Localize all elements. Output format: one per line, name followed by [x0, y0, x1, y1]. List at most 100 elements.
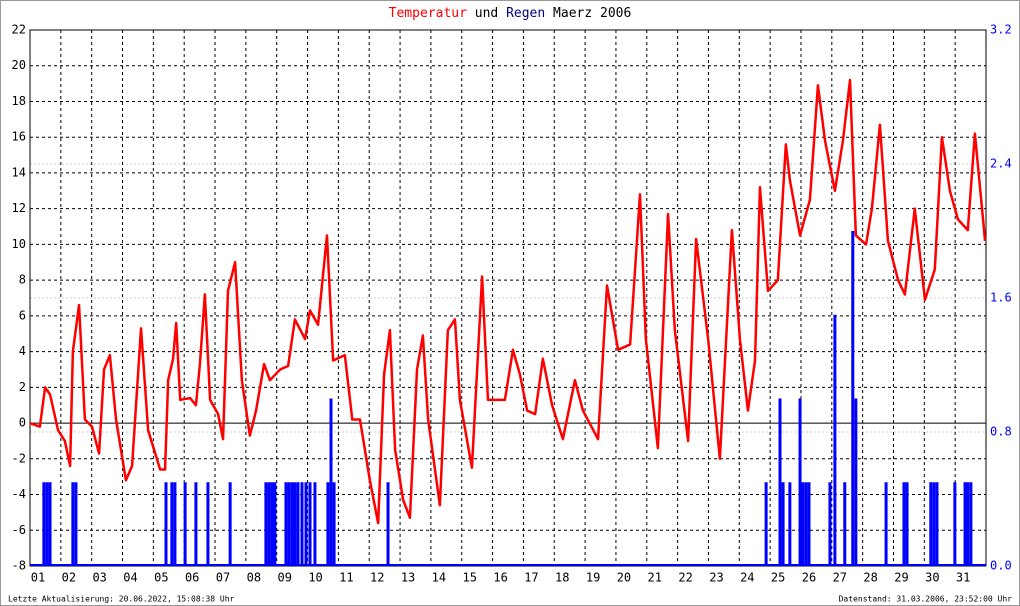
rain-bar — [807, 482, 811, 566]
y-tick-label: 2 — [19, 380, 26, 394]
x-tick-label: 22 — [678, 571, 692, 585]
rain-bar — [969, 482, 973, 566]
rain-bar — [905, 482, 909, 566]
x-tick-label: 07 — [216, 571, 230, 585]
rain-bar — [843, 482, 847, 566]
x-tick-label: 06 — [185, 571, 199, 585]
x-tick-label: 27 — [833, 571, 847, 585]
rain-bar — [801, 482, 805, 566]
y-tick-label: 22 — [12, 23, 26, 37]
rain-bar — [183, 482, 187, 566]
rain-bar — [304, 482, 308, 566]
rain-bar — [828, 482, 832, 566]
rain-bar — [264, 482, 268, 566]
y-tick-label: 0 — [19, 416, 26, 430]
y-tick-label: 8 — [19, 273, 26, 287]
rain-bar — [851, 231, 855, 566]
y-tick-label: 14 — [12, 165, 26, 179]
rain-bar — [764, 482, 768, 566]
x-tick-label: 09 — [277, 571, 291, 585]
x-tick-label: 12 — [370, 571, 384, 585]
rain-bar — [332, 482, 336, 566]
y-tick-label: -8 — [12, 559, 26, 573]
x-tick-label: 29 — [894, 571, 908, 585]
rain-bar — [902, 482, 906, 566]
chart-title: Temperatur und Regen Maerz 2006 — [389, 6, 632, 21]
rain-bar — [833, 314, 837, 566]
y-tick-label: 4 — [19, 344, 26, 358]
rain-bar — [284, 482, 288, 566]
rain-bar — [798, 398, 802, 566]
temperature-line — [29, 78, 987, 525]
x-tick-label: 26 — [802, 571, 816, 585]
rain-bar — [778, 398, 782, 566]
y-tick-label: -6 — [12, 523, 26, 537]
rain-bar — [929, 482, 933, 566]
x-tick-label: 23 — [709, 571, 723, 585]
footer-left: Letzte Aktualisierung: 20.06.2022, 15:08… — [8, 595, 235, 604]
y2-tick-label: 0.8 — [990, 425, 1012, 439]
title-temp: Temperatur — [389, 6, 467, 21]
x-tick-label: 17 — [524, 571, 538, 585]
rain-bar — [308, 482, 312, 566]
rain-bar — [287, 482, 291, 566]
rain-bar — [270, 482, 274, 566]
x-tick-label: 30 — [925, 571, 939, 585]
x-tick-label: 20 — [617, 571, 631, 585]
rain-bar — [45, 482, 49, 566]
x-tick-label: 15 — [463, 571, 477, 585]
y2-tick-label: 0.0 — [990, 559, 1012, 573]
rain-bar — [963, 482, 967, 566]
rain-bar — [804, 482, 808, 566]
rain-bar — [313, 482, 317, 566]
rain-bar — [935, 482, 939, 566]
x-tick-label: 05 — [154, 571, 168, 585]
rain-bar — [74, 482, 78, 566]
x-tick-label: 13 — [401, 571, 415, 585]
y-tick-label: 16 — [12, 130, 26, 144]
rain-bar — [194, 482, 198, 566]
x-tick-label: 08 — [247, 571, 261, 585]
rain-bar — [293, 482, 297, 566]
x-tick-label: 24 — [740, 571, 754, 585]
rain-bar — [48, 482, 52, 566]
x-tick-label: 03 — [92, 571, 106, 585]
y-tick-label: 18 — [12, 94, 26, 108]
y2-tick-label: 1.6 — [990, 291, 1012, 305]
rain-bar — [273, 482, 277, 566]
y2-tick-label: 2.4 — [990, 157, 1012, 171]
rain-bar — [173, 482, 177, 566]
rain-bar — [966, 482, 970, 566]
rain-bar — [228, 482, 232, 566]
x-tick-label: 28 — [863, 571, 877, 585]
title-month: Maerz 2006 — [553, 6, 631, 21]
rain-bar — [326, 482, 330, 566]
rain-bar — [788, 482, 792, 566]
rain-bar — [290, 482, 294, 566]
x-tick-label: 10 — [308, 571, 322, 585]
y-tick-label: 20 — [12, 58, 26, 72]
x-tick-label: 11 — [339, 571, 353, 585]
rain-bar — [781, 482, 785, 566]
x-tick-label: 01 — [31, 571, 45, 585]
y-tick-label: 6 — [19, 308, 26, 322]
rain-bar — [329, 398, 333, 566]
rain-bar — [267, 482, 271, 566]
y-tick-label: 10 — [12, 237, 26, 251]
x-tick-label: 19 — [586, 571, 600, 585]
rain-bar — [296, 482, 300, 566]
footer-right: Datenstand: 31.03.2006, 23:52:00 Uhr — [839, 595, 1013, 604]
rain-bar — [170, 482, 174, 566]
rain-bar — [884, 482, 888, 566]
rain-bar — [386, 482, 390, 566]
x-tick-label: 25 — [771, 571, 785, 585]
y2-tick-label: 3.2 — [990, 23, 1012, 37]
y-tick-label: -2 — [12, 451, 26, 465]
title-rain: Regen — [506, 6, 545, 21]
x-tick-label: 21 — [648, 571, 662, 585]
rain-bar — [42, 482, 46, 566]
x-tick-label: 16 — [493, 571, 507, 585]
rain-bar — [953, 482, 957, 566]
y-tick-label: -4 — [12, 487, 26, 501]
